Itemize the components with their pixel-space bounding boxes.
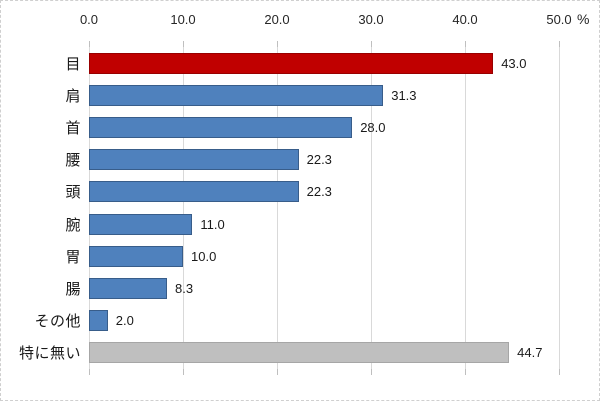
tick-mark (371, 41, 372, 47)
bar (89, 213, 193, 235)
tick-mark (277, 369, 278, 375)
bar-row: 44.7 (89, 337, 559, 369)
bar-row: 31.3 (89, 79, 559, 111)
tick-mark (465, 369, 466, 375)
bar-value-label: 43.0 (501, 55, 527, 71)
x-axis-tick-label: 10.0 (170, 12, 196, 27)
category-label: 腰 (65, 152, 81, 170)
bar-value-label: 44.7 (517, 345, 543, 361)
tick-mark (559, 369, 560, 375)
bar (89, 245, 183, 267)
gridline (371, 47, 372, 369)
category-label: 目 (65, 55, 81, 73)
category-label: 首 (65, 120, 81, 137)
bar-value-label: 31.3 (391, 87, 417, 103)
tick-mark (277, 41, 278, 47)
bar-rows: 43.0 31.3 28.0 22.3 22.3 11.0 10.0 8.3 2.0 44.7 (89, 47, 559, 369)
x-axis-tick-label: 40.0 (452, 12, 478, 27)
bar-value-label: 8.3 (175, 281, 194, 297)
bar (89, 278, 168, 300)
tick-mark (465, 41, 466, 47)
bar-row: 22.3 (89, 144, 559, 176)
x-axis-tick-label: 30.0 (358, 12, 384, 27)
bar-row: 11.0 (89, 208, 559, 240)
category-label: 頭 (65, 184, 81, 202)
tick-mark (183, 369, 184, 375)
gridline (183, 47, 184, 369)
x-axis-tick-label: 50.0 (546, 12, 572, 27)
category-label: 腕 (65, 216, 81, 234)
x-axis-tick-label: 0.0 (79, 12, 99, 27)
gridline (277, 47, 278, 369)
bar-value-label: 10.0 (191, 248, 217, 264)
plot-area: 43.0 31.3 28.0 22.3 22.3 11.0 10.0 8.3 2.0 44.7 (89, 41, 560, 375)
category-axis: 目肩首腰頭腕胃腸その他特に無い (1, 47, 81, 369)
tick-mark (559, 41, 560, 47)
gridline (559, 47, 560, 369)
bar (89, 181, 299, 203)
bar-value-label: 28.0 (360, 120, 386, 135)
gridline (465, 47, 466, 369)
bar (89, 117, 353, 138)
x-axis-tick-label: 20.0 (264, 12, 290, 27)
category-label: その他 (34, 313, 81, 331)
category-label: 肩 (65, 87, 81, 105)
category-label: 腸 (65, 281, 81, 299)
bar-row: 8.3 (89, 272, 559, 304)
bar-row: 22.3 (89, 176, 559, 208)
tick-mark (183, 41, 184, 47)
bar-row: 10.0 (89, 240, 559, 272)
bar (89, 310, 108, 332)
axis-unit-label: % (577, 11, 590, 27)
bar-value-label: 2.0 (115, 313, 134, 329)
bar (89, 342, 510, 364)
tick-mark (89, 41, 90, 47)
bar-value-label: 22.3 (306, 184, 332, 200)
bar-row: 43.0 (89, 47, 559, 79)
bar (89, 149, 299, 171)
bar-row: 2.0 (89, 305, 559, 337)
bar-value-label: 11.0 (200, 216, 225, 232)
tick-mark (89, 369, 90, 375)
category-label: 特に無い (18, 345, 81, 363)
bar (89, 84, 384, 106)
bar-value-label: 22.3 (306, 152, 332, 168)
gridline (89, 47, 90, 369)
bar (89, 52, 494, 74)
tick-mark (371, 369, 372, 375)
category-label: 胃 (65, 248, 81, 266)
bar-row: 28.0 (89, 111, 559, 143)
